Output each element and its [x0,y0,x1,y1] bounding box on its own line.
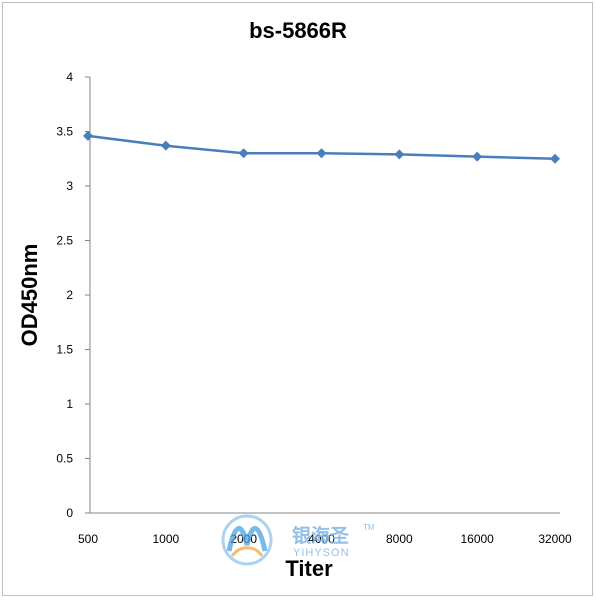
series-group [83,130,560,164]
x-tick-label: 1000 [152,532,179,546]
data-point [83,130,93,141]
y-tick-label: 2 [66,288,73,302]
x-tick-label: 8000 [386,532,413,546]
x-ticks: 500 1000 2000 4000 8000 16000 32000 [78,532,572,546]
watermark-emblem [221,514,273,566]
y-tick-label: 3.5 [56,125,73,139]
data-point [394,149,405,160]
data-point [316,148,327,159]
watermark-tm: TM [363,523,375,532]
watermark-en-text: YIHYSON [293,547,350,559]
x-axis-title: Titer [285,556,333,581]
y-ticks: 0 0.5 1 1.5 2 2.5 3 3.5 4 [56,70,90,520]
chart-title: bs-5866R [249,18,347,43]
x-tick-label: 32000 [538,532,572,546]
x-tick-label: 4000 [308,532,335,546]
y-tick-label: 2.5 [56,234,73,248]
data-point [472,151,483,162]
data-point [550,153,560,164]
y-tick-label: 0 [66,506,73,520]
y-tick-label: 4 [66,70,73,84]
y-tick-label: 1.5 [56,343,73,357]
x-tick-label: 500 [78,532,98,546]
x-tick-label: 16000 [460,532,494,546]
watermark-cn-text: 银海圣 [292,524,350,547]
y-tick-label: 1 [66,397,73,411]
data-point [160,140,171,151]
data-point [238,148,249,159]
y-tick-label: 0.5 [56,452,73,466]
y-axis-title: OD450nm [17,244,42,347]
y-tick-label: 3 [66,179,73,193]
watermark-logo: 银海圣 TM YIHYSON [221,514,375,566]
